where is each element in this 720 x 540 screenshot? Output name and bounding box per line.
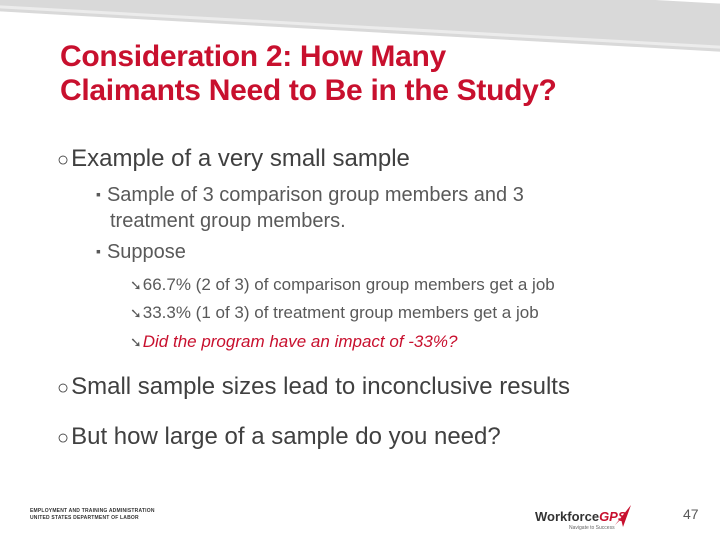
- square-bullet-icon: ▪: [96, 243, 101, 259]
- bullet-small-sample-sizes: ○Small sample sizes lead to inconclusive…: [57, 373, 570, 401]
- logo-workforce-text: Workforce: [535, 509, 600, 524]
- sub-bullet-text: Suppose: [106, 241, 186, 263]
- sub-bullet-text-line-1: Sample of 3 comparison group members and…: [106, 184, 524, 206]
- compass-arrow-icon: [615, 505, 631, 527]
- sub-sub-bullet-text: 33.3% (1 of 3) of treatment group member…: [142, 303, 539, 322]
- sub-sub-bullet-comparison: ➘66.7% (2 of 3) of comparison group memb…: [130, 275, 555, 295]
- sub-bullet-text-line-2: treatment group members.: [110, 210, 346, 232]
- bullet-text: But how large of a sample do you need?: [71, 423, 501, 450]
- circle-bullet-icon: ○: [57, 149, 70, 171]
- sub-sub-bullet-treatment: ➘33.3% (1 of 3) of treatment group membe…: [130, 303, 539, 323]
- sub-bullet-suppose: ▪ Suppose: [96, 240, 186, 266]
- circle-bullet-icon: ○: [57, 427, 70, 449]
- bullet-how-large-sample: ○But how large of a sample do you need?: [57, 423, 501, 451]
- slide-title-line-1: Consideration 2: How Many: [60, 40, 446, 73]
- logo-tagline: Navigate to Success: [569, 525, 615, 531]
- workforce-gps-logo: WorkforceGPS Navigate to Success: [535, 503, 645, 533]
- arrow-bullet-icon: ➘: [130, 277, 142, 293]
- dol-agency-label: EMPLOYMENT AND TRAINING ADMINISTRATION U…: [30, 508, 155, 522]
- page-number: 47: [683, 506, 699, 522]
- sub-sub-bullet-text: Did the program have an impact of -33%?: [142, 332, 458, 351]
- bullet-text: Small sample sizes lead to inconclusive …: [71, 373, 570, 400]
- circle-bullet-icon: ○: [57, 377, 70, 399]
- square-bullet-icon: ▪: [96, 186, 101, 202]
- bullet-example-small-sample: ○Example of a very small sample: [57, 145, 410, 173]
- slide-title: Consideration 2: How Many Claimants Need…: [60, 40, 700, 108]
- sub-sub-bullet-question: ➘Did the program have an impact of -33%?: [130, 332, 457, 352]
- agency-line-1: EMPLOYMENT AND TRAINING ADMINISTRATION: [30, 508, 155, 514]
- arrow-bullet-icon: ➘: [130, 334, 142, 350]
- sub-bullet-sample-of-3: ▪ Sample of 3 comparison group members an…: [96, 183, 656, 234]
- arrow-bullet-icon: ➘: [130, 305, 142, 321]
- bullet-text: Example of a very small sample: [71, 145, 410, 172]
- sub-sub-bullet-text: 66.7% (2 of 3) of comparison group membe…: [142, 275, 555, 294]
- agency-line-2: UNITED STATES DEPARTMENT OF LABOR: [30, 515, 139, 521]
- slide-title-line-2: Claimants Need to Be in the Study?: [60, 74, 557, 107]
